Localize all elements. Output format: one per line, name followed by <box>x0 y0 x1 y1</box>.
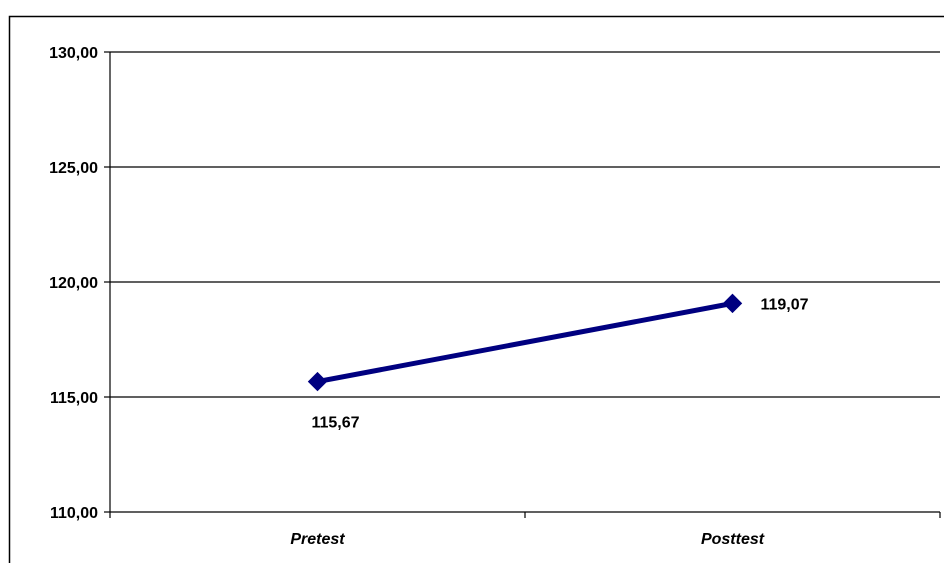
x-axis-tick-labels: Pretest Posttest <box>290 531 764 548</box>
y-tick-label: 110,00 <box>50 505 98 522</box>
x-tick-label: Posttest <box>701 531 765 548</box>
x-tick-label: Pretest <box>290 531 345 548</box>
axes <box>104 52 940 518</box>
data-point-marker <box>724 294 742 312</box>
y-axis-tick-labels: 110,00 115,00 120,00 125,00 130,00 <box>49 45 98 522</box>
data-label: 115,67 <box>311 415 359 432</box>
data-label: 119,07 <box>760 296 808 313</box>
y-tick-label: 120,00 <box>49 275 98 292</box>
y-tick-label: 125,00 <box>49 160 98 177</box>
y-tick-label: 115,00 <box>50 390 98 407</box>
data-point-marker <box>309 373 327 391</box>
data-labels: 115,67 119,07 <box>311 296 808 431</box>
y-tick-label: 130,00 <box>49 45 98 62</box>
gridlines <box>110 52 940 397</box>
series-line <box>318 303 733 381</box>
chart-border <box>10 17 944 564</box>
series-layer <box>309 294 742 390</box>
